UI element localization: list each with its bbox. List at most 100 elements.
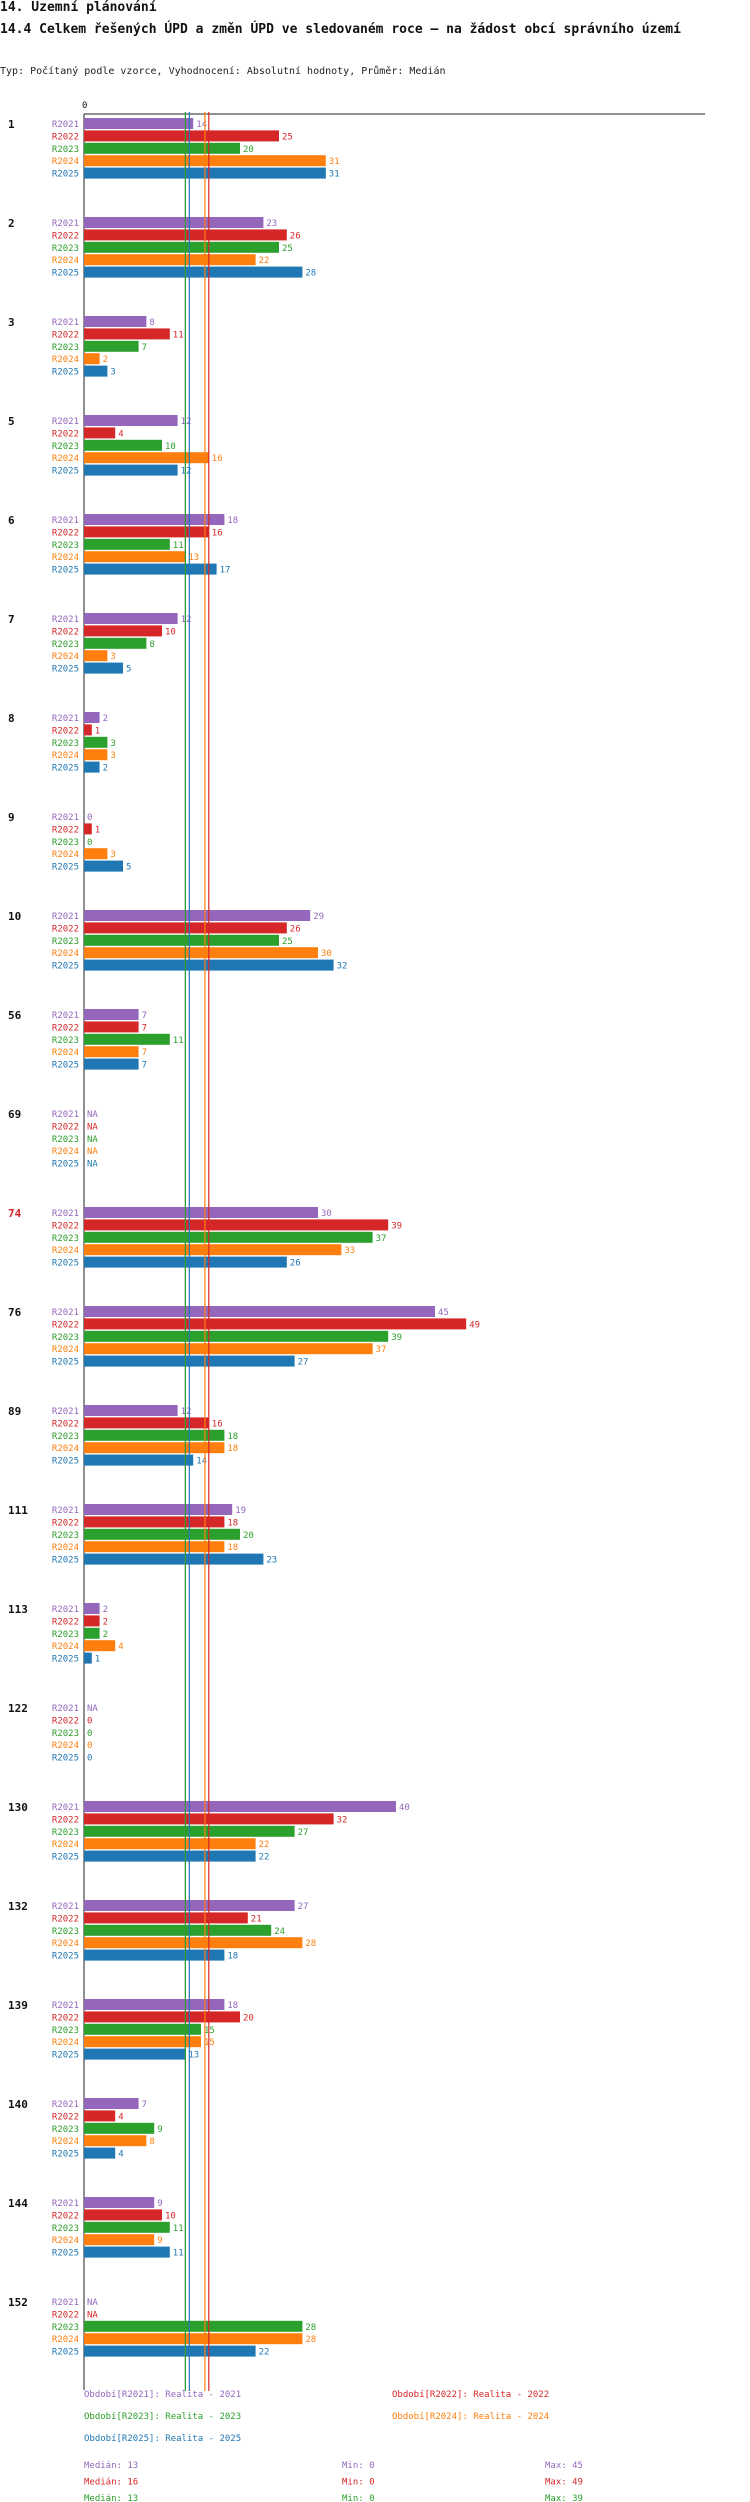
series-label-R2024: R2024 xyxy=(52,1840,79,1850)
series-label-R2022: R2022 xyxy=(52,2310,79,2320)
stat-median: Medián: 16 xyxy=(84,2478,138,2488)
bar-56-R2023 xyxy=(84,1033,170,1045)
data-label-89-R2024: 18 xyxy=(227,1444,238,1454)
category-label-10: 10 xyxy=(8,910,21,923)
data-label-89-R2022: 16 xyxy=(212,1419,223,1429)
bar-2-R2024 xyxy=(84,254,256,266)
series-label-R2021: R2021 xyxy=(52,1308,79,1318)
bar-2-R2025 xyxy=(84,266,303,278)
chart-subtitle: Typ: Počítaný podle vzorce, Vyhodnocení:… xyxy=(0,66,446,77)
bar-130-R2024 xyxy=(84,1838,256,1850)
bar-113-R2021 xyxy=(84,1603,100,1614)
series-label-R2021: R2021 xyxy=(52,318,79,328)
series-label-R2025: R2025 xyxy=(52,764,79,774)
na-label: NA xyxy=(87,1135,98,1145)
na-label: NA xyxy=(87,1122,98,1132)
series-label-R2023: R2023 xyxy=(52,2125,79,2135)
bar-3-R2024 xyxy=(84,353,100,365)
data-label-144-R2022: 10 xyxy=(165,2211,176,2221)
series-label-R2022: R2022 xyxy=(52,627,79,637)
data-label-130-R2024: 22 xyxy=(259,1840,270,1850)
bar-3-R2023 xyxy=(84,340,139,352)
data-label-2-R2021: 23 xyxy=(266,219,277,229)
series-label-R2021: R2021 xyxy=(52,219,79,229)
series-label-R2025: R2025 xyxy=(52,2150,79,2160)
bar-10-R2024 xyxy=(84,947,318,959)
data-label-5-R2023: 10 xyxy=(165,442,176,452)
data-label-9-R2022: 1 xyxy=(95,825,100,835)
stat-min: Min: 0 xyxy=(342,2461,375,2471)
series-label-R2023: R2023 xyxy=(52,1036,79,1046)
series-label-R2025: R2025 xyxy=(52,1061,79,1071)
series-label-R2021: R2021 xyxy=(52,1011,79,1021)
data-label-2-R2025: 28 xyxy=(305,269,316,279)
series-label-R2024: R2024 xyxy=(52,850,79,860)
series-label-R2025: R2025 xyxy=(52,1952,79,1962)
data-label-10-R2025: 32 xyxy=(337,962,348,972)
series-label-R2022: R2022 xyxy=(52,528,79,538)
series-label-R2022: R2022 xyxy=(52,1320,79,1330)
data-label-2-R2022: 26 xyxy=(290,231,301,241)
bar-132-R2024 xyxy=(84,1937,303,1949)
series-label-R2021: R2021 xyxy=(52,1407,79,1417)
data-label-122-R2025: 0 xyxy=(87,1754,92,1764)
data-label-3-R2022: 11 xyxy=(173,330,184,340)
data-label-122-R2022: 0 xyxy=(87,1716,92,1726)
series-label-R2025: R2025 xyxy=(52,1655,79,1665)
series-label-R2022: R2022 xyxy=(52,330,79,340)
data-label-3-R2023: 7 xyxy=(142,343,147,353)
series-label-R2025: R2025 xyxy=(52,1457,79,1467)
bar-5-R2024 xyxy=(84,452,209,464)
data-label-1-R2023: 20 xyxy=(243,145,254,155)
data-label-132-R2025: 18 xyxy=(227,1952,238,1962)
series-label-R2022: R2022 xyxy=(52,1419,79,1429)
data-label-132-R2024: 28 xyxy=(305,1939,316,1949)
series-label-R2022: R2022 xyxy=(52,231,79,241)
series-label-R2023: R2023 xyxy=(52,145,79,155)
series-label-R2025: R2025 xyxy=(52,1358,79,1368)
legend-item: Období[R2025]: Realita - 2025 xyxy=(84,2434,241,2444)
series-label-R2023: R2023 xyxy=(52,541,79,551)
series-label-R2023: R2023 xyxy=(52,1234,79,1244)
bar-130-R2021 xyxy=(84,1801,396,1812)
data-label-7-R2025: 5 xyxy=(126,665,131,675)
data-label-139-R2025: 13 xyxy=(188,2051,199,2061)
data-label-3-R2025: 3 xyxy=(110,368,115,378)
data-label-56-R2024: 7 xyxy=(142,1048,147,1058)
series-label-R2021: R2021 xyxy=(52,1209,79,1219)
bar-132-R2025 xyxy=(84,1949,225,1961)
data-label-113-R2025: 1 xyxy=(95,1655,100,1665)
bar-8-R2024 xyxy=(84,749,108,761)
series-label-R2025: R2025 xyxy=(52,1556,79,1566)
series-label-R2023: R2023 xyxy=(52,937,79,947)
series-label-R2023: R2023 xyxy=(52,244,79,254)
bar-8-R2025 xyxy=(84,761,100,773)
data-label-140-R2024: 8 xyxy=(149,2137,154,2147)
series-label-R2022: R2022 xyxy=(52,1716,79,1726)
data-label-122-R2024: 0 xyxy=(87,1741,92,1751)
bar-113-R2025 xyxy=(84,1652,92,1664)
bar-3-R2022 xyxy=(84,328,170,340)
series-label-R2025: R2025 xyxy=(52,1754,79,1764)
bar-8-R2023 xyxy=(84,736,108,748)
series-label-R2025: R2025 xyxy=(52,170,79,180)
data-label-111-R2023: 20 xyxy=(243,1531,254,1541)
bar-139-R2023 xyxy=(84,2023,201,2035)
series-label-R2024: R2024 xyxy=(52,1048,79,1058)
bar-76-R2022 xyxy=(84,1318,467,1330)
bar-3-R2025 xyxy=(84,365,108,377)
category-label-1: 1 xyxy=(8,118,15,131)
series-label-R2021: R2021 xyxy=(52,2100,79,2110)
series-label-R2022: R2022 xyxy=(52,132,79,142)
series-label-R2023: R2023 xyxy=(52,1135,79,1145)
category-label-89: 89 xyxy=(8,1405,21,1418)
data-label-74-R2024: 33 xyxy=(344,1246,355,1256)
data-label-5-R2021: 12 xyxy=(181,417,192,427)
bar-56-R2025 xyxy=(84,1058,139,1070)
data-label-113-R2024: 4 xyxy=(118,1642,123,1652)
data-label-111-R2025: 23 xyxy=(266,1556,277,1566)
series-label-R2025: R2025 xyxy=(52,2051,79,2061)
series-label-R2024: R2024 xyxy=(52,1741,79,1751)
bar-6-R2025 xyxy=(84,563,217,575)
series-label-R2023: R2023 xyxy=(52,1729,79,1739)
